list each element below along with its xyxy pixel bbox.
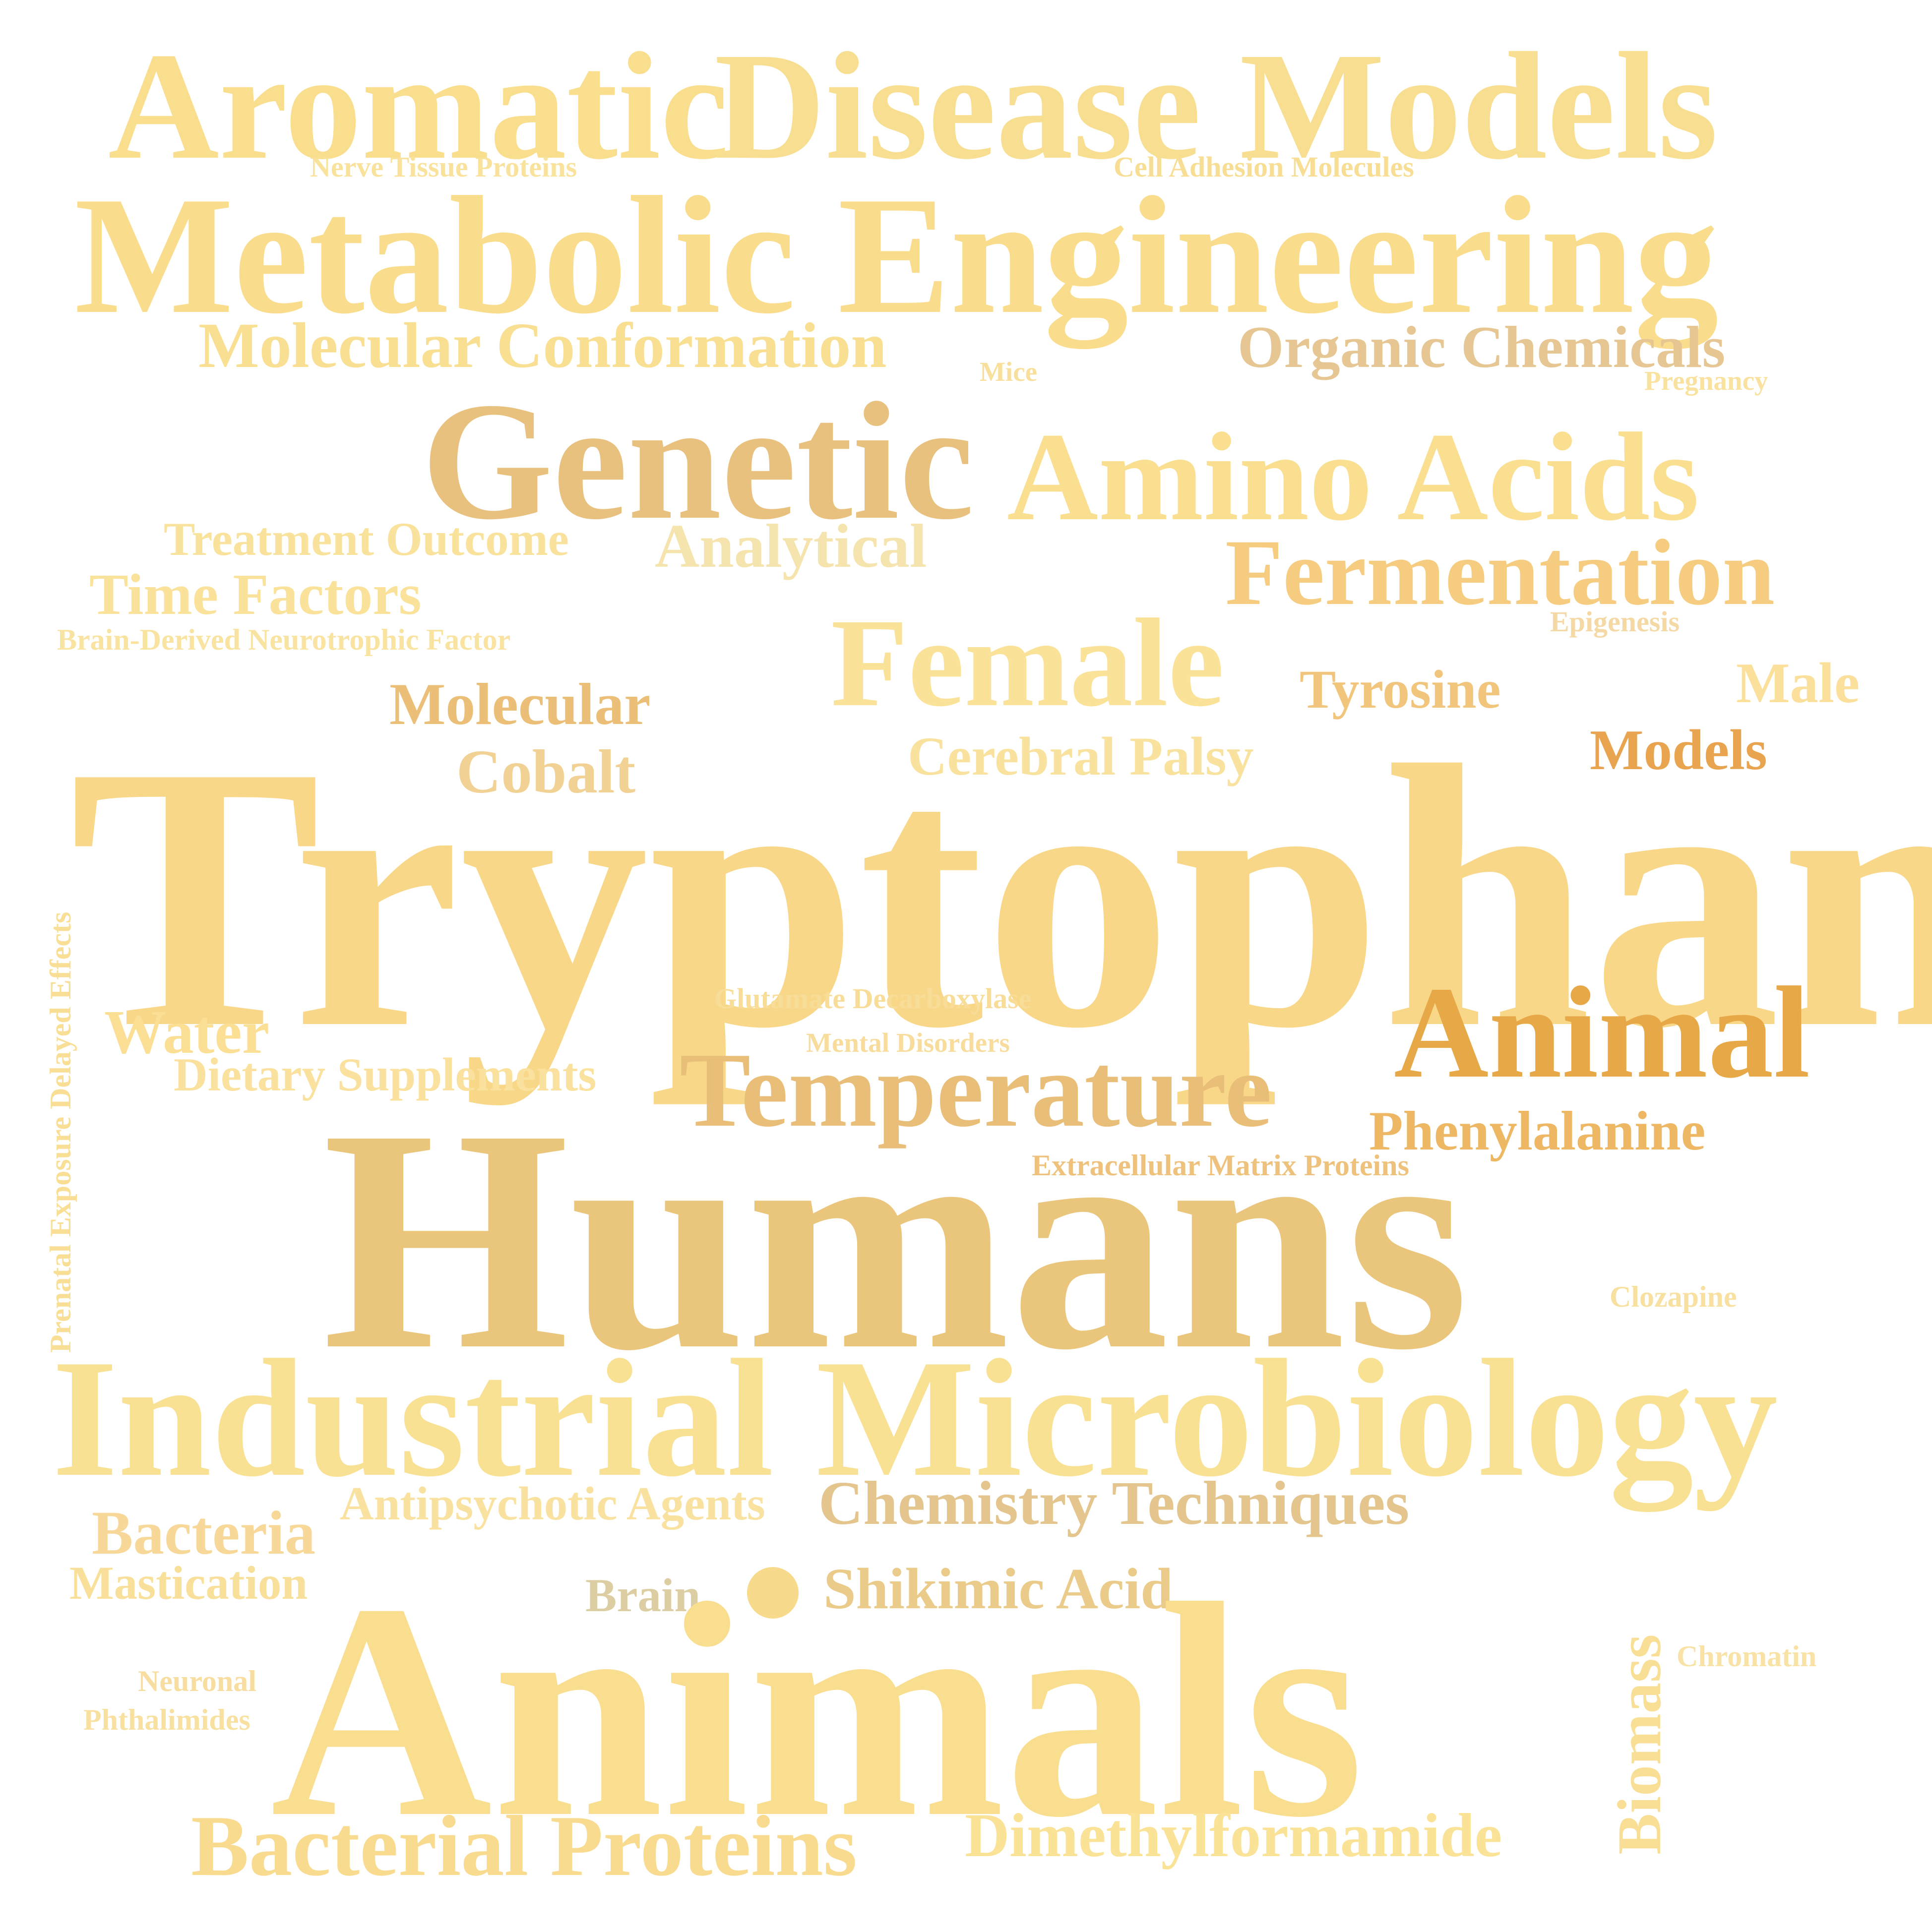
word-brain-derived-neurotrophic-factor: Brain-Derived Neurotrophic Factor (57, 623, 511, 656)
word-cell-adhesion-molecules: Cell Adhesion Molecules (1114, 151, 1414, 183)
word-dimethylformamide: Dimethylformamide (965, 1802, 1502, 1870)
word-genetic: Genetic (422, 367, 974, 554)
word-models: Models (1590, 719, 1767, 782)
word-extracellular-matrix-proteins: Extracellular Matrix Proteins (1032, 1149, 1409, 1182)
word-aromatic: Aromatic (108, 21, 729, 191)
word-chemistry-techniques: Chemistry Techniques (818, 1469, 1410, 1538)
word-biomass: Biomass (1606, 1634, 1674, 1855)
word-cerebral-palsy: Cerebral Palsy (908, 726, 1254, 786)
word-pregnancy: Pregnancy (1644, 365, 1768, 396)
word-cobalt: Cobalt (456, 738, 636, 806)
word-tryptophan: Tryptophan (69, 689, 1932, 1106)
word-tyrosine: Tyrosine (1300, 659, 1501, 720)
word-bacteria: Bacteria (92, 1499, 316, 1568)
word-bacterial-proteins: Bacterial Proteins (191, 1798, 857, 1894)
word-humans: Humans (322, 1064, 1469, 1415)
word-animals: Animals (270, 1541, 1364, 1881)
word-water: Water (104, 998, 270, 1067)
word-epigenesis: Epigenesis (1550, 605, 1680, 638)
dot-marker (747, 1567, 799, 1619)
word-dietary-supplements: Dietary Supplements (174, 1048, 597, 1101)
word-time-factors: Time Factors (89, 562, 422, 627)
word-analytical: Analytical (655, 512, 927, 581)
word-metabolic-engineering: Metabolic Engineering (74, 162, 1719, 349)
word-chromatin: Chromatin (1677, 1640, 1817, 1673)
word-temperature: Temperature (680, 1030, 1272, 1149)
word-mastication: Mastication (69, 1557, 308, 1609)
word-shikimic-acid: Shikimic Acid (823, 1556, 1173, 1621)
word-fermentation: Fermentation (1225, 521, 1775, 625)
word-glutamate-decarboxylase: Glutamate Decarboxylase (714, 982, 1032, 1015)
word-amino-acids: Amino Acids (1007, 407, 1699, 547)
word-phenylalanine: Phenylalanine (1369, 1100, 1706, 1162)
word-industrial-microbiology: Industrial Microbiology (52, 1325, 1778, 1511)
word-neuronal: Neuronal (138, 1665, 256, 1697)
word-clozapine: Clozapine (1610, 1280, 1737, 1313)
word-male: Male (1736, 652, 1860, 715)
word-organic-chemicals: Organic Chemicals (1238, 314, 1726, 380)
word-molecular: Molecular (389, 671, 651, 737)
word-mice: Mice (980, 357, 1038, 387)
word-prenatal-exposure-delayed-effects: Prenatal Exposure Delayed Effects (44, 911, 77, 1353)
word-disease-models: Disease Models (714, 21, 1718, 191)
word-molecular-conformation: Molecular Conformation (198, 310, 887, 381)
word-mental-disorders: Mental Disorders (806, 1027, 1010, 1058)
word-phthalimides: Phthalimides (83, 1703, 250, 1736)
word-nerve-tissue-proteins: Nerve Tissue Proteins (310, 151, 577, 183)
word-animal: Animal (1394, 960, 1810, 1105)
word-treatment-outcome: Treatment Outcome (164, 513, 569, 565)
word-female: Female (831, 593, 1224, 733)
word-antipsychotic-agents: Antipsychotic Agents (340, 1477, 765, 1530)
word-brain: Brain (585, 1569, 701, 1622)
